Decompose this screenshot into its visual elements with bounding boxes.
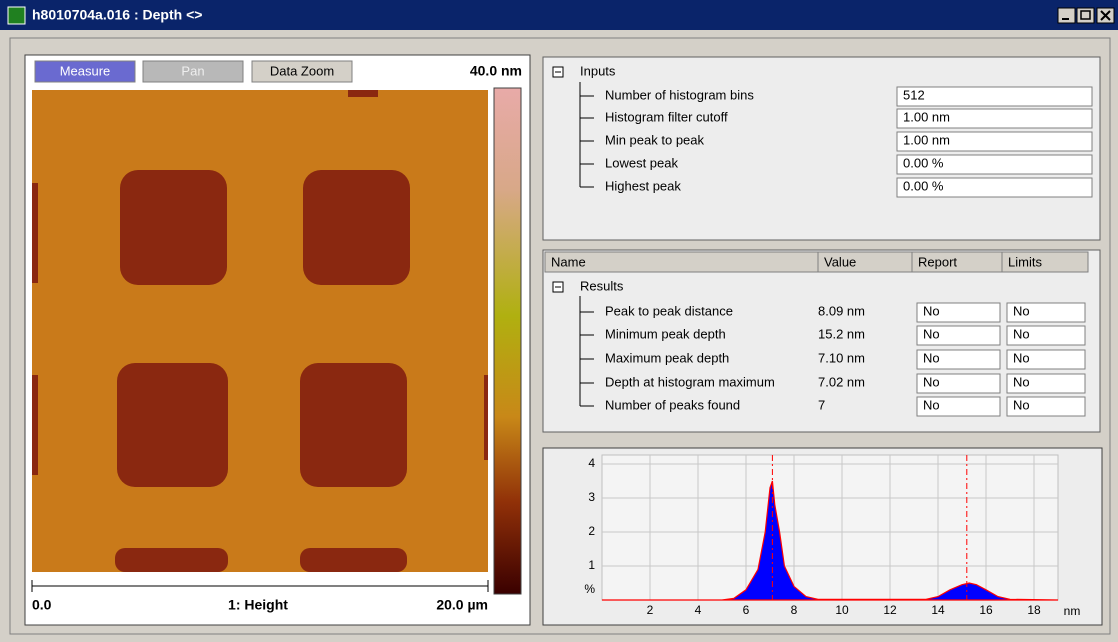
column-header-label: Value	[824, 254, 856, 269]
result-name: Peak to peak distance	[605, 303, 733, 318]
limits-value: No	[1013, 397, 1030, 412]
report-value: No	[923, 397, 940, 412]
x-tick-label: 4	[695, 603, 702, 617]
result-name: Minimum peak depth	[605, 326, 726, 341]
scale-size: 20.0 µm	[436, 597, 488, 613]
limits-value: No	[1013, 350, 1030, 365]
column-header-label: Limits	[1008, 254, 1042, 269]
column-header-label: Name	[551, 254, 586, 269]
report-value: No	[923, 303, 940, 318]
pit	[348, 90, 378, 97]
x-tick-label: 18	[1027, 603, 1041, 617]
column-header[interactable]	[545, 252, 818, 272]
channel-label: 1: Height	[228, 597, 288, 613]
y-tick-label: 1	[588, 558, 595, 572]
x-tick-label: 14	[931, 603, 945, 617]
input-label: Histogram filter cutoff	[605, 109, 728, 124]
afm-image	[32, 90, 488, 572]
column-header-label: Report	[918, 254, 957, 269]
app-icon	[8, 7, 25, 24]
toolbar-button-label: Pan	[181, 63, 204, 78]
result-value: 7.02 nm	[818, 374, 865, 389]
scale-max: 40.0 nm	[470, 63, 522, 79]
input-label: Highest peak	[605, 178, 681, 193]
x-axis-label: nm	[1064, 604, 1081, 618]
x-tick-label: 6	[743, 603, 750, 617]
pit	[32, 375, 38, 475]
result-value: 8.09 nm	[818, 303, 865, 318]
app-window: h8010704a.016 : Depth <> 40.0 nm 0.0 1: …	[0, 0, 1118, 637]
y-axis-label: %	[584, 582, 595, 596]
limits-value: No	[1013, 303, 1030, 318]
scale-min: 0.0	[32, 597, 52, 613]
input-field[interactable]	[897, 87, 1092, 106]
report-value: No	[923, 350, 940, 365]
y-tick-label: 3	[588, 490, 595, 504]
pit	[120, 170, 227, 285]
input-label: Min peak to peak	[605, 132, 705, 147]
y-tick-label: 4	[588, 456, 595, 470]
result-name: Maximum peak depth	[605, 350, 729, 365]
toolbar-button-label: Data Zoom	[270, 63, 334, 78]
pit	[300, 548, 407, 572]
window-controls[interactable]	[1058, 8, 1114, 23]
window-title: h8010704a.016 : Depth <>	[32, 7, 202, 23]
plot-area	[602, 455, 1058, 600]
toolbar-button-label: Measure	[60, 63, 111, 78]
input-label: Number of histogram bins	[605, 87, 754, 102]
inputs-heading: Inputs	[580, 63, 616, 78]
result-name: Number of peaks found	[605, 397, 740, 412]
x-tick-label: 16	[979, 603, 993, 617]
x-tick-label: 2	[647, 603, 654, 617]
result-name: Depth at histogram maximum	[605, 374, 775, 389]
result-value: 7	[818, 397, 825, 412]
input-label: Lowest peak	[605, 155, 678, 170]
x-tick-label: 10	[835, 603, 849, 617]
results-heading: Results	[580, 278, 624, 293]
result-value: 7.10 nm	[818, 350, 865, 365]
pit	[300, 363, 407, 487]
report-value: No	[923, 326, 940, 341]
limits-value: No	[1013, 326, 1030, 341]
pit	[32, 183, 38, 283]
limits-value: No	[1013, 374, 1030, 389]
pit	[484, 375, 488, 460]
input-value: 0.00 %	[903, 155, 944, 170]
minimize-button[interactable]	[1058, 8, 1075, 23]
x-tick-label: 8	[791, 603, 798, 617]
result-value: 15.2 nm	[818, 326, 865, 341]
pit	[117, 363, 228, 487]
color-bar	[494, 88, 521, 594]
report-value: No	[923, 374, 940, 389]
pit	[115, 548, 228, 572]
x-tick-label: 12	[883, 603, 897, 617]
input-value: 1.00 nm	[903, 109, 950, 124]
input-value: 512	[903, 87, 925, 102]
pit	[303, 170, 410, 285]
input-value: 0.00 %	[903, 178, 944, 193]
y-tick-label: 2	[588, 524, 595, 538]
input-value: 1.00 nm	[903, 132, 950, 147]
